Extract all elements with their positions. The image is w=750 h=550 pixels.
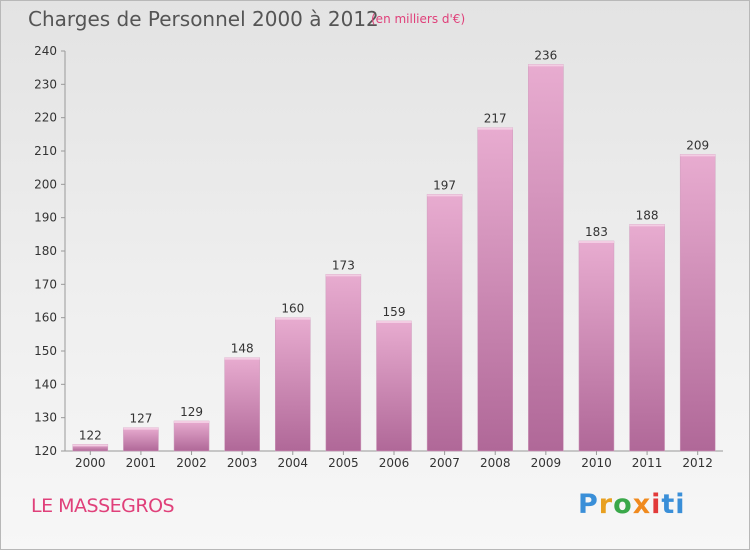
bar [528, 64, 564, 452]
proxiti-logo: Proxiti [578, 489, 686, 520]
bar-top-highlight [72, 444, 108, 447]
bar-value-label: 183 [585, 225, 608, 239]
y-tick-label: 120 [34, 444, 57, 458]
bar-top-highlight [376, 321, 412, 323]
bar-value-label: 217 [484, 112, 507, 126]
x-tick-label: 2012 [682, 456, 713, 470]
place-name: LE MASSEGROS [31, 495, 175, 517]
x-tick-label: 2003 [227, 456, 258, 470]
bar-top-highlight [680, 154, 716, 157]
bar-top-highlight [275, 317, 311, 320]
bar-value-label: 173 [332, 258, 355, 272]
bar-top-highlight [427, 194, 463, 197]
y-tick-label: 240 [34, 44, 57, 58]
bar-value-label: 188 [636, 208, 659, 222]
bar [679, 154, 716, 452]
bar-top-highlight [477, 127, 513, 130]
bar [578, 240, 615, 452]
bar-value-label: 160 [281, 302, 304, 316]
bar-value-label: 197 [433, 178, 456, 192]
bar [325, 274, 362, 452]
bar-top-highlight [224, 357, 260, 360]
bar-value-label: 148 [231, 342, 254, 356]
bar [477, 127, 513, 452]
bar-top-highlight [325, 274, 361, 277]
bar-top-highlight [629, 224, 665, 227]
bar-value-label: 159 [383, 305, 406, 319]
y-tick-label: 190 [34, 211, 57, 225]
bar [426, 194, 463, 452]
x-tick-label: 2000 [75, 456, 106, 470]
bar-value-label: 209 [686, 138, 709, 152]
x-tick-label: 2009 [531, 456, 562, 470]
y-tick-label: 140 [34, 377, 57, 391]
y-tick-label: 150 [34, 344, 57, 358]
bar-top-highlight [174, 421, 210, 423]
bar-value-label: 127 [129, 412, 152, 426]
chart-subtitle: (en milliers d'€) [371, 12, 466, 26]
bar-top-highlight [578, 241, 614, 243]
bar [376, 320, 412, 452]
x-tick-label: 2011 [632, 456, 663, 470]
x-tick-label: 2006 [379, 456, 410, 470]
chart-title: Charges de Personnel 2000 à 2012 [28, 7, 379, 31]
y-tick-label: 170 [34, 277, 57, 291]
bar-top-highlight [123, 427, 159, 430]
x-tick-label: 2008 [480, 456, 511, 470]
x-tick-label: 2001 [126, 456, 157, 470]
x-tick-label: 2005 [328, 456, 359, 470]
x-tick-label: 2004 [277, 456, 308, 470]
bar [224, 357, 260, 452]
bar [123, 427, 159, 452]
y-tick-label: 160 [34, 311, 57, 325]
y-tick-label: 130 [34, 411, 57, 425]
x-tick-label: 2007 [429, 456, 460, 470]
x-tick-label: 2010 [581, 456, 612, 470]
bar-value-label: 236 [534, 48, 557, 62]
bar [629, 224, 665, 452]
y-tick-label: 220 [34, 111, 57, 125]
y-tick-label: 180 [34, 244, 57, 258]
bar-top-highlight [528, 64, 564, 67]
bar-value-label: 122 [79, 428, 102, 442]
bar [173, 420, 210, 452]
x-tick-label: 2002 [176, 456, 207, 470]
y-tick-label: 200 [34, 177, 57, 191]
bar [275, 317, 311, 452]
y-tick-label: 230 [34, 77, 57, 91]
bar-value-label: 129 [180, 405, 203, 419]
y-tick-label: 210 [34, 144, 57, 158]
